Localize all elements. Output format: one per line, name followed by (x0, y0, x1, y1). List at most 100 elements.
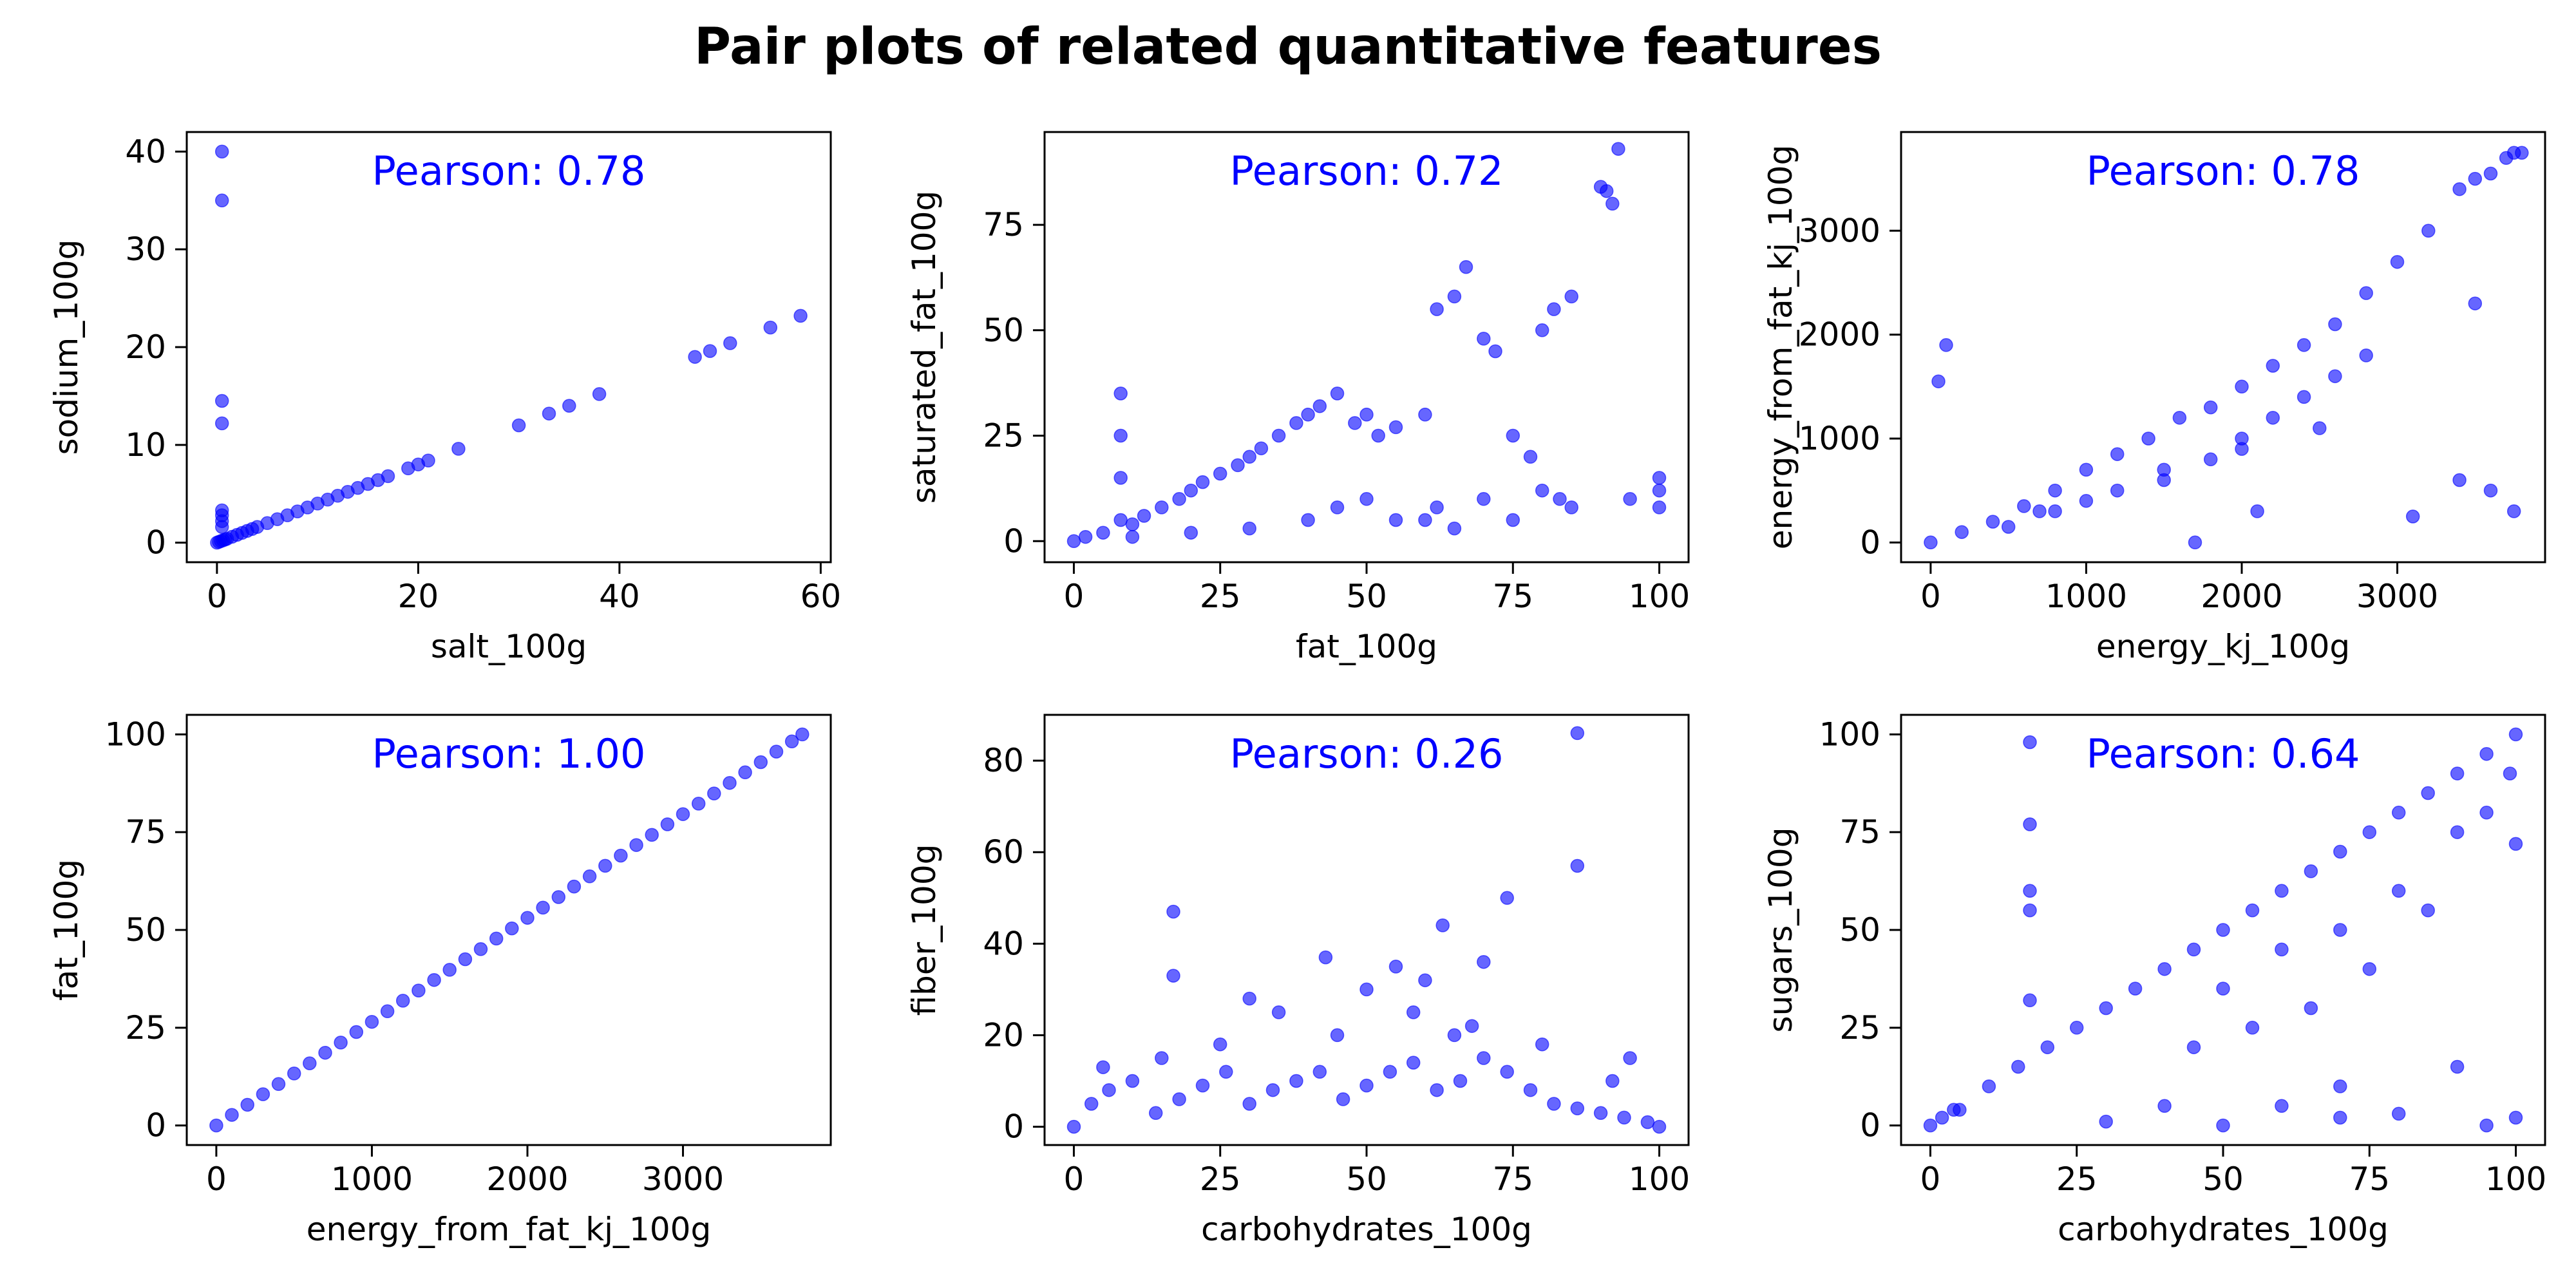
pearson-annotation: Pearson: 0.64 (2087, 730, 2360, 777)
data-point (458, 952, 473, 967)
data-point (1477, 1051, 1491, 1065)
data-point (2275, 942, 2289, 957)
data-point (769, 744, 784, 759)
x-tick-label: 2000 (2201, 578, 2282, 615)
data-point (505, 921, 519, 936)
data-point (421, 453, 435, 468)
data-point (2023, 735, 2037, 750)
data-point (2503, 766, 2517, 781)
data-point (1096, 526, 1110, 540)
data-point (1500, 1065, 1514, 1079)
data-point (1535, 1037, 1549, 1052)
x-tick-label: 75 (1492, 1160, 1533, 1198)
data-point (2186, 1040, 2201, 1054)
data-point (2266, 410, 2280, 425)
data-point (1570, 1101, 1585, 1115)
data-point (2450, 825, 2465, 839)
data-point (1078, 529, 1093, 544)
data-point (1271, 1005, 1286, 1019)
data-point (536, 900, 550, 915)
data-point (795, 727, 810, 742)
data-point (2515, 146, 2529, 160)
y-axis-label: saturated_fat_100g (905, 191, 943, 504)
x-tick-label: 25 (1200, 578, 1241, 615)
data-point (271, 1077, 286, 1092)
data-point (2245, 1021, 2260, 1035)
data-point (1447, 521, 1462, 536)
data-point (2040, 1040, 2055, 1054)
data-point (1359, 492, 1374, 506)
data-point (567, 879, 582, 894)
data-point (2391, 884, 2406, 898)
data-point (2216, 923, 2230, 937)
data-point (1242, 991, 1256, 1006)
data-point (1289, 1074, 1303, 1088)
data-point (1359, 982, 1374, 997)
data-point (1652, 500, 1667, 515)
x-tick-label: 0 (1920, 578, 1941, 615)
data-point (2297, 390, 2311, 404)
data-point (551, 890, 566, 904)
data-point (1985, 515, 2000, 529)
y-axis-label: fiber_100g (905, 844, 943, 1016)
data-point (691, 797, 706, 811)
data-point (2452, 182, 2467, 196)
data-point (1219, 1065, 1233, 1079)
data-point (592, 387, 607, 401)
data-point (2188, 535, 2202, 550)
data-point (1271, 428, 1286, 443)
data-point (1330, 500, 1345, 515)
data-point (1564, 500, 1578, 515)
data-point (2023, 817, 2037, 831)
data-point (2506, 504, 2521, 518)
data-point (1500, 891, 1514, 905)
data-point (2450, 766, 2465, 781)
data-point (542, 406, 556, 421)
data-point (2508, 837, 2523, 851)
data-point (598, 858, 612, 873)
y-tick-label: 50 (125, 911, 166, 949)
y-tick-label: 50 (1839, 911, 1880, 949)
data-point (1301, 513, 1315, 527)
data-point (784, 734, 799, 749)
y-tick-label: 25 (125, 1009, 166, 1046)
data-point (2032, 504, 2047, 518)
data-point (614, 848, 628, 863)
data-point (1359, 1078, 1374, 1093)
data-point (2297, 338, 2311, 352)
y-tick-label: 20 (125, 328, 166, 366)
data-point (287, 1066, 301, 1081)
data-point (1289, 416, 1303, 430)
y-tick-label: 75 (983, 206, 1024, 243)
data-point (707, 786, 721, 800)
x-tick-label: 40 (599, 578, 640, 615)
x-axis-label: salt_100g (431, 628, 587, 665)
data-point (1084, 1097, 1099, 1111)
data-point (1506, 513, 1520, 527)
data-point (2001, 520, 2016, 534)
y-tick-label: 60 (983, 833, 1024, 871)
data-point (2203, 452, 2218, 467)
x-axis-label: carbohydrates_100g (1201, 1211, 1532, 1248)
data-point (688, 350, 702, 364)
data-point (1617, 1110, 1631, 1125)
data-point (1447, 289, 1462, 304)
data-point (1447, 1028, 1462, 1043)
data-point (2421, 223, 2436, 238)
y-axis-label: sugars_100g (1762, 828, 1799, 1033)
x-tick-label: 60 (800, 578, 842, 615)
data-point (2235, 442, 2249, 456)
pearson-annotation: Pearson: 0.72 (1230, 147, 1504, 194)
data-point (2333, 1079, 2347, 1094)
data-point (1166, 969, 1180, 983)
data-point (1535, 483, 1549, 498)
x-tick-label: 75 (2349, 1160, 2390, 1198)
data-point (1301, 408, 1315, 422)
data-point (2468, 296, 2483, 310)
x-axis-label: energy_from_fat_kj_100g (307, 1211, 711, 1248)
data-point (473, 942, 488, 956)
data-point (2362, 961, 2377, 976)
y-tick-label: 75 (1839, 813, 1880, 851)
data-point (2079, 462, 2094, 477)
